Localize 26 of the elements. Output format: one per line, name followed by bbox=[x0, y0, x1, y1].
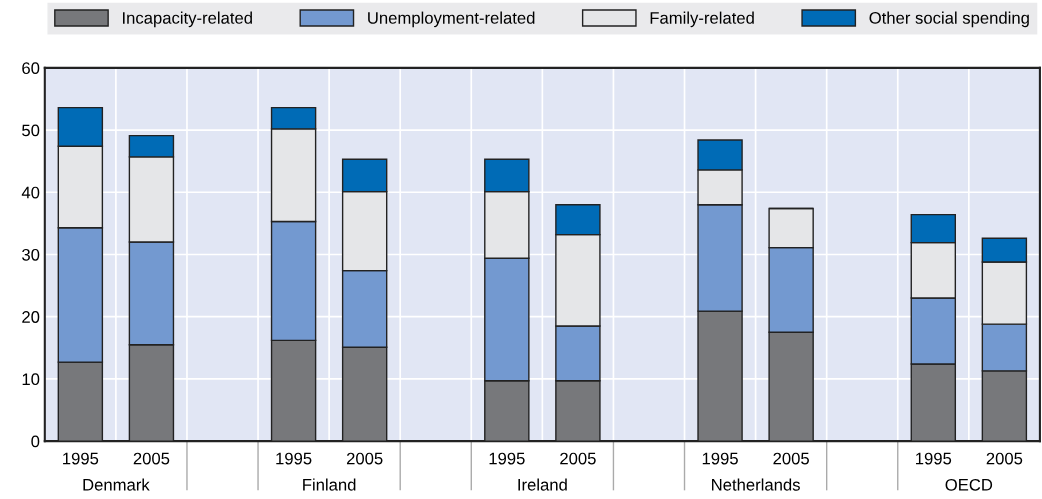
x-tick-label: 2005 bbox=[986, 452, 1023, 465]
legend-label: Family-related bbox=[650, 11, 754, 28]
legend-label: Unemployment-related bbox=[368, 11, 535, 28]
x-tick-label: 2005 bbox=[346, 452, 383, 465]
x-tick-label: 2005 bbox=[560, 452, 596, 465]
y-tick-label: 20 bbox=[22, 311, 40, 323]
y-tick-label: 40 bbox=[21, 186, 40, 199]
y-tick-label: 0 bbox=[31, 435, 40, 448]
text: Finland bbox=[303, 478, 356, 491]
text: Ireland bbox=[518, 478, 567, 491]
legend-label: Other social spending bbox=[869, 11, 1029, 28]
text: Netherlands bbox=[712, 478, 800, 491]
x-tick-label: 1995 bbox=[916, 452, 952, 465]
y-tick-label: 50 bbox=[22, 124, 40, 137]
legend-label: Incapacity-related bbox=[123, 11, 252, 28]
x-tick-label: 2005 bbox=[133, 452, 170, 465]
x-tick-label: 1995 bbox=[702, 452, 738, 465]
text: OECD bbox=[945, 478, 993, 491]
x-tick-label: 1995 bbox=[276, 452, 312, 465]
x-tick-label: 2005 bbox=[773, 452, 809, 465]
y-tick-label: 10 bbox=[22, 373, 40, 386]
y-tick-label: 60 bbox=[22, 62, 40, 75]
x-tick-label: 1995 bbox=[489, 452, 525, 465]
x-tick-label: 1995 bbox=[63, 452, 99, 465]
y-tick-label: 30 bbox=[22, 248, 40, 261]
text: Denmark bbox=[83, 478, 150, 491]
